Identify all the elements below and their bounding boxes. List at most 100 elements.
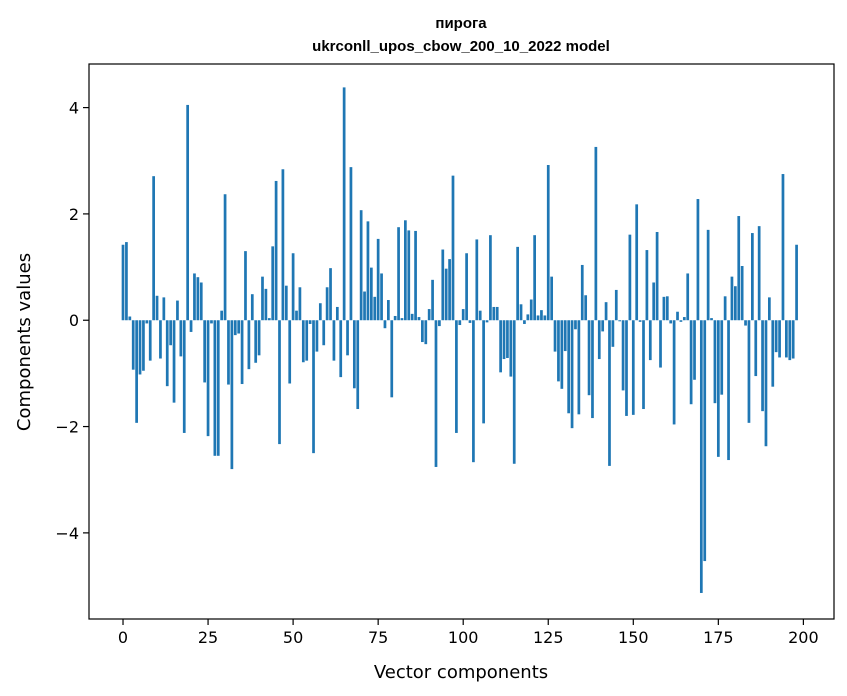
x-axis-label: Vector components — [374, 662, 548, 683]
bar-119 — [526, 314, 530, 321]
bar-160 — [665, 296, 669, 321]
bar-37 — [247, 320, 251, 370]
bar-69 — [356, 320, 360, 410]
bar-44 — [271, 246, 275, 321]
chart-subtitle: ukrconll_upos_cbow_200_10_2022 model — [312, 38, 610, 55]
bar-108 — [489, 235, 492, 321]
bar-83 — [404, 220, 407, 321]
x-tick-label: 175 — [703, 628, 734, 647]
bar-77 — [383, 320, 387, 329]
bar-88 — [421, 320, 424, 343]
bar-66 — [346, 320, 349, 356]
bar-102 — [468, 320, 472, 323]
x-tick-label: 125 — [533, 628, 564, 647]
bar-18 — [182, 320, 186, 433]
bar-158 — [659, 320, 662, 368]
bar-115 — [512, 320, 516, 464]
bar-123 — [540, 310, 543, 321]
bar-22 — [196, 277, 200, 321]
bar-134 — [577, 320, 581, 415]
bar-45 — [274, 180, 278, 321]
bar-140 — [597, 320, 601, 360]
bar-32 — [230, 320, 234, 470]
bar-147 — [621, 320, 625, 391]
bar-53 — [301, 320, 305, 363]
bar-99 — [458, 320, 462, 326]
bar-47 — [281, 169, 285, 321]
bar-183 — [744, 320, 747, 326]
bar-100 — [461, 309, 465, 321]
bar-173 — [710, 318, 713, 321]
bar-89 — [424, 320, 428, 345]
bar-56 — [312, 320, 315, 454]
bar-187 — [757, 226, 761, 321]
x-tick-label: 0 — [118, 628, 128, 647]
bar-149 — [628, 234, 632, 321]
bar-110 — [495, 306, 499, 321]
bar-46 — [278, 320, 281, 445]
bar-178 — [727, 320, 730, 461]
bar-180 — [733, 286, 737, 321]
bar-128 — [557, 320, 560, 382]
bar-67 — [349, 167, 353, 321]
bar-54 — [305, 320, 309, 361]
bar-19 — [186, 104, 190, 321]
chart-title: пирога — [435, 15, 487, 32]
bar-172 — [706, 229, 710, 321]
bar-39 — [254, 320, 258, 363]
bar-70 — [359, 210, 363, 321]
bar-130 — [563, 320, 567, 352]
bar-114 — [509, 320, 513, 377]
bar-198 — [795, 244, 798, 321]
bar-87 — [417, 317, 421, 321]
bar-168 — [693, 320, 696, 380]
bar-60 — [325, 287, 329, 321]
bar-38 — [250, 294, 254, 321]
x-tick-label: 100 — [448, 628, 479, 647]
bar-155 — [648, 320, 652, 361]
bar-2 — [128, 316, 132, 321]
bar-57 — [315, 320, 319, 352]
bar-71 — [363, 291, 366, 321]
x-tick-label: 200 — [788, 628, 819, 647]
bar-151 — [635, 204, 639, 321]
bar-90 — [427, 309, 431, 321]
bar-177 — [723, 296, 727, 321]
bar-186 — [754, 320, 758, 377]
bar-144 — [611, 320, 615, 347]
bar-127 — [553, 320, 557, 352]
bar-27 — [213, 320, 217, 456]
bar-113 — [506, 320, 509, 358]
bar-106 — [482, 320, 485, 424]
bar-174 — [713, 320, 717, 404]
bar-152 — [638, 320, 642, 322]
bar-118 — [523, 320, 526, 324]
bar-91 — [431, 279, 434, 321]
bar-35 — [240, 320, 244, 385]
bar-98 — [455, 320, 458, 433]
bar-10 — [155, 295, 159, 321]
bar-42 — [264, 288, 268, 321]
bar-29 — [220, 310, 224, 321]
x-tick-label: 150 — [618, 628, 649, 647]
bar-31 — [227, 320, 230, 385]
y-tick-label: 2 — [69, 205, 79, 224]
y-tick-label: −2 — [55, 418, 79, 437]
y-tick-label: 0 — [69, 311, 79, 330]
bar-86 — [414, 230, 417, 321]
bar-188 — [761, 320, 764, 412]
bar-105 — [478, 310, 482, 321]
bar-12 — [162, 297, 166, 321]
bar-11 — [159, 320, 162, 359]
bar-195 — [785, 320, 788, 358]
bar-137 — [587, 320, 591, 396]
x-tick-label: 50 — [283, 628, 303, 647]
bar-162 — [672, 320, 676, 425]
bar-163 — [676, 311, 679, 321]
bar-78 — [387, 300, 390, 321]
bar-92 — [434, 320, 438, 467]
bar-62 — [332, 320, 336, 361]
bar-132 — [570, 320, 574, 429]
bar-8 — [148, 320, 152, 361]
bar-3 — [131, 320, 135, 370]
